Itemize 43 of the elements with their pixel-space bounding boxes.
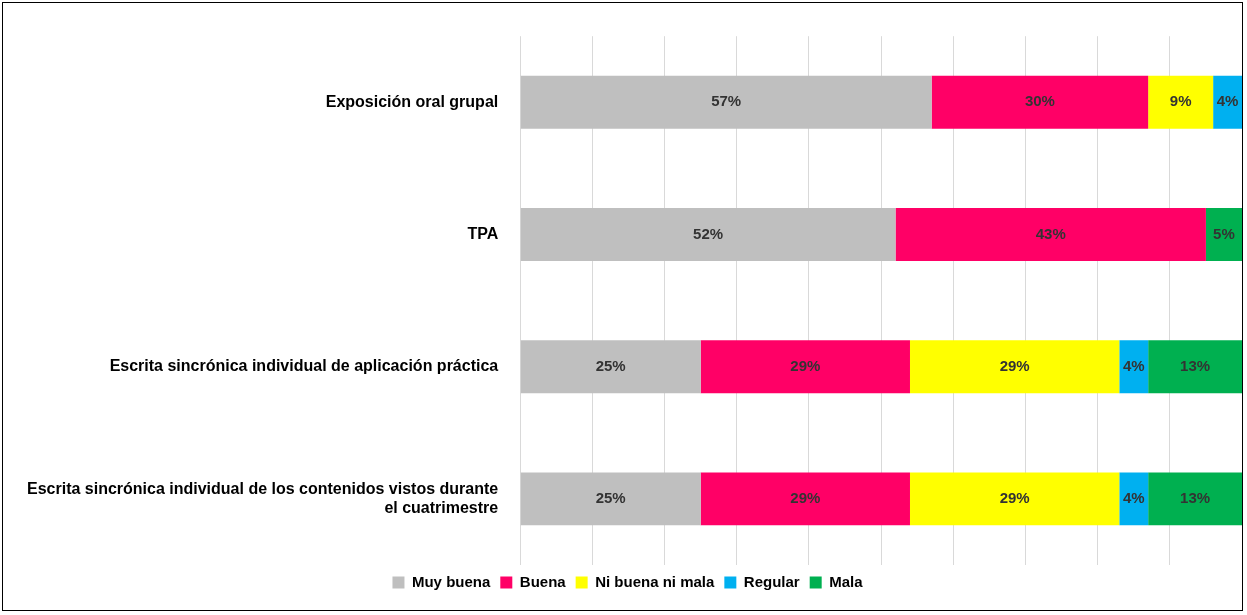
data-label: 5%	[1213, 224, 1235, 242]
y-tick-label: Exposición oral grupal	[325, 92, 499, 110]
legend-label: Mala	[829, 572, 864, 590]
data-label: 25%	[595, 356, 626, 374]
bar	[909, 340, 1120, 394]
bar	[1148, 472, 1242, 526]
bar	[1119, 472, 1149, 526]
legend-label: Ni buena ni mala	[595, 572, 715, 590]
data-label: 29%	[790, 489, 821, 507]
data-label: 57%	[711, 92, 742, 110]
data-label: 43%	[1035, 224, 1066, 242]
data-label: 25%	[595, 489, 626, 507]
data-label: 4%	[1122, 356, 1145, 374]
bar	[520, 75, 932, 129]
y-tick-label: Escrita sincrónica individual de los contenidos vistos durante el cuatrimestre	[26, 479, 499, 516]
data-label: 13%	[1180, 356, 1211, 374]
y-tick-label: Escrita sincrónica individual de aplicación práctica	[109, 357, 499, 375]
legend-label: Regular	[743, 572, 800, 590]
data-label: 29%	[999, 356, 1030, 374]
data-label: 29%	[790, 356, 821, 374]
data-label: 29%	[999, 489, 1030, 507]
data-label: 9%	[1169, 92, 1192, 110]
y-tick-label: TPA	[467, 224, 499, 242]
bar	[1148, 75, 1214, 129]
data-label: 30%	[1024, 92, 1055, 110]
data-label: 4%	[1122, 489, 1145, 507]
data-label: 52%	[693, 224, 724, 242]
legend-label: Muy buena	[411, 572, 491, 590]
bar	[520, 208, 896, 261]
bar	[1205, 208, 1242, 261]
data-label: 13%	[1180, 489, 1211, 507]
bar	[895, 208, 1206, 261]
bar	[1119, 340, 1149, 394]
bar	[700, 340, 910, 394]
bar	[909, 472, 1120, 526]
bar	[931, 75, 1149, 129]
legend-label: Buena	[519, 572, 567, 590]
bar	[700, 472, 910, 526]
data-label: 4%	[1216, 92, 1239, 110]
bar	[1213, 75, 1242, 129]
bar	[520, 340, 701, 394]
bar	[520, 472, 701, 526]
bar	[1148, 340, 1242, 394]
